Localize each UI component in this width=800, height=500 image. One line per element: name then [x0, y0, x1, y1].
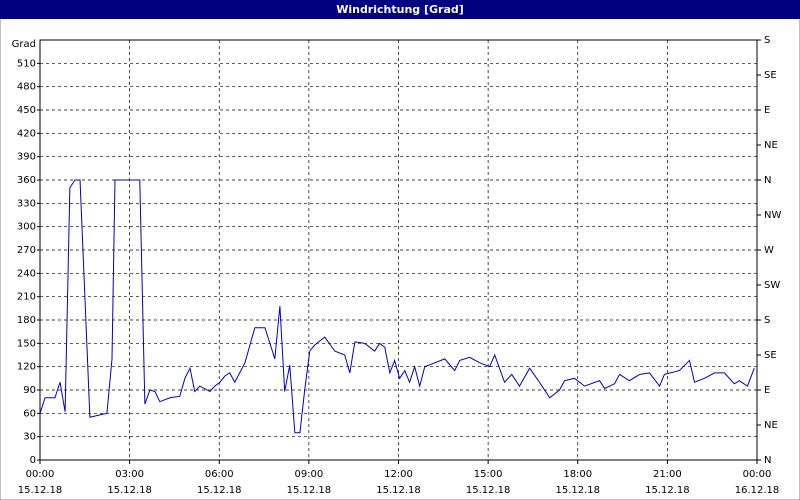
x-tick-label: 12:00 — [384, 469, 413, 480]
x-tick-date: 15.12.18 — [197, 485, 242, 496]
y-tick-label: 150 — [17, 338, 36, 349]
y2-tick-label: S — [764, 35, 770, 46]
x-tick-label: 00:00 — [26, 469, 55, 480]
y-tick-label: 60 — [23, 408, 36, 419]
y-tick-label: 90 — [23, 385, 36, 396]
y-tick-label: 240 — [17, 268, 36, 279]
y2-tick-label: E — [764, 385, 770, 396]
y-tick-label: 360 — [17, 175, 36, 186]
y-tick-label: 420 — [17, 128, 36, 139]
x-tick-date: 15.12.18 — [287, 485, 332, 496]
y2-tick-label: SW — [764, 280, 780, 291]
y-tick-label: 120 — [17, 362, 36, 373]
x-tick-date: 15.12.18 — [376, 485, 421, 496]
data-line — [39, 179, 755, 434]
x-tick-label: 09:00 — [294, 469, 323, 480]
y2-tick-label: SE — [764, 70, 777, 81]
y2-tick-label: N — [764, 175, 771, 186]
y-tick-label: 390 — [17, 152, 36, 163]
x-tick-date: 15.12.18 — [466, 485, 511, 496]
x-tick-date: 15.12.18 — [107, 485, 152, 496]
y2-tick-label: NE — [764, 420, 778, 431]
y2-tick-label: N — [764, 455, 771, 466]
x-tick-label: 15:00 — [474, 469, 503, 480]
y-tick-label: 330 — [17, 198, 36, 209]
y-axis-label: Grad — [12, 39, 36, 50]
x-tick-label: 06:00 — [205, 469, 234, 480]
y-tick-label: 180 — [17, 315, 36, 326]
x-tick-label: 03:00 — [115, 469, 144, 480]
x-tick-label: 21:00 — [653, 469, 682, 480]
x-tick-date: 15.12.18 — [645, 485, 690, 496]
x-tick-label: 18:00 — [563, 469, 592, 480]
y2-tick-label: NW — [764, 210, 781, 221]
x-tick-label: 00:00 — [743, 469, 772, 480]
y-tick-label: 450 — [17, 105, 36, 116]
title-bar — [0, 0, 800, 19]
y-tick-label: 0 — [30, 455, 36, 466]
y-tick-label: 210 — [17, 292, 36, 303]
y-tick-label: 510 — [17, 58, 36, 69]
y2-tick-label: W — [764, 245, 774, 256]
y2-tick-label: S — [764, 315, 770, 326]
y-tick-label: 480 — [17, 82, 36, 93]
y2-tick-label: E — [764, 105, 770, 116]
y-tick-label: 270 — [17, 245, 36, 256]
y2-tick-label: SE — [764, 350, 777, 361]
x-tick-date: 15.12.18 — [555, 485, 600, 496]
y2-tick-label: NE — [764, 140, 778, 151]
window-title: Windrichtung [Grad] — [336, 3, 464, 16]
x-tick-date: 15.12.18 — [18, 485, 63, 496]
y-tick-label: 300 — [17, 222, 36, 233]
x-tick-date: 16.12.18 — [735, 485, 780, 496]
y-tick-label: 30 — [23, 432, 36, 443]
